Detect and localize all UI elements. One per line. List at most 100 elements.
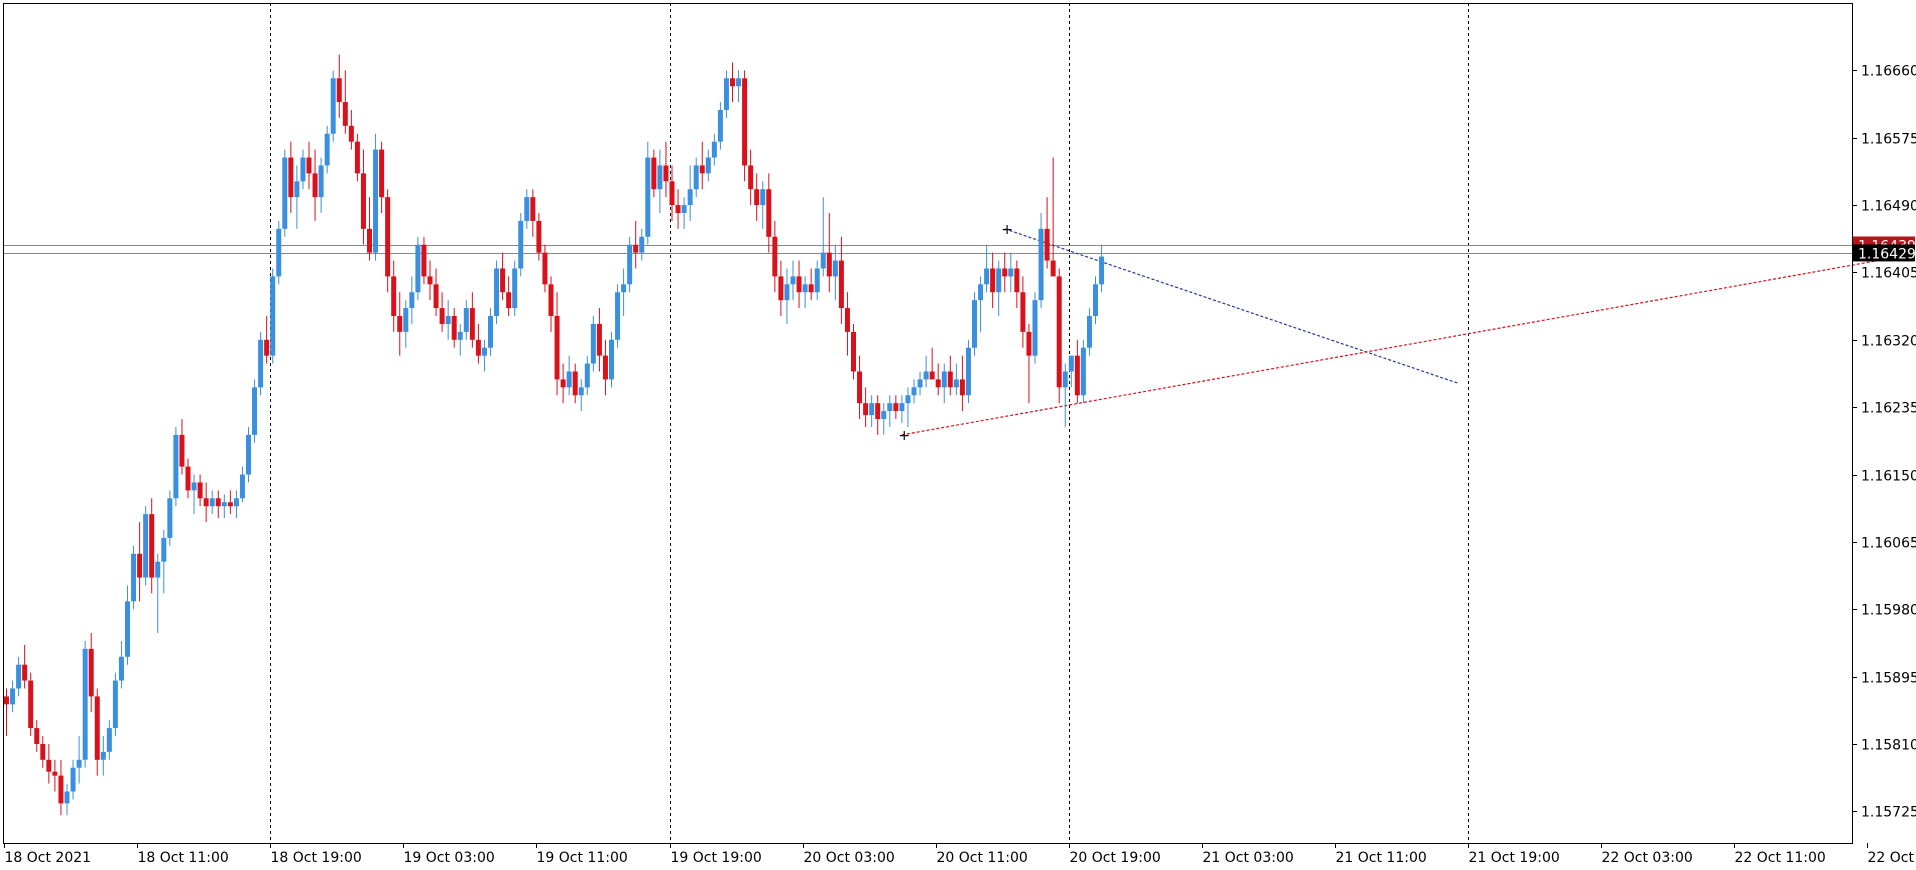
- candle-body: [228, 502, 233, 506]
- candle-body: [58, 776, 63, 804]
- bear-candle: [742, 70, 747, 181]
- candle-body: [252, 387, 257, 435]
- candle-body: [875, 403, 880, 419]
- candle-body: [198, 482, 203, 498]
- candle-body: [1093, 284, 1098, 316]
- candle-body: [373, 150, 378, 253]
- current-price-tag-text: 1.16429: [1858, 246, 1916, 262]
- candle-body: [397, 316, 402, 332]
- bull-candle: [83, 641, 88, 768]
- candle-body: [627, 245, 632, 285]
- candle-body: [428, 276, 433, 284]
- candle-body: [936, 379, 941, 387]
- time-tick-label: 21 Oct 03:00: [1203, 850, 1294, 866]
- candle-body: [772, 237, 777, 277]
- candle-body: [16, 665, 21, 689]
- candle-body: [143, 514, 148, 577]
- candle-body: [706, 158, 711, 174]
- candle-body: [948, 371, 953, 387]
- candle-body: [506, 292, 511, 308]
- bull-candle: [246, 427, 251, 482]
- candle-body: [542, 253, 547, 285]
- candle-body: [954, 379, 959, 387]
- price-tick-label: 1.15895: [1861, 671, 1916, 687]
- candle-body: [524, 197, 529, 221]
- candle-body: [930, 371, 935, 379]
- price-tick-label: 1.16150: [1861, 469, 1916, 485]
- bull-candle: [518, 213, 523, 276]
- candle-body: [300, 158, 305, 182]
- time-tick-label: 19 Oct 03:00: [404, 850, 495, 866]
- candle-body: [905, 395, 910, 403]
- candle-body: [978, 284, 983, 300]
- bull-candle: [173, 427, 178, 506]
- blue-trendline-anchor[interactable]: +: [1001, 222, 1013, 238]
- candle-body: [996, 268, 1001, 292]
- candle-body: [1087, 316, 1092, 348]
- candle-body: [107, 728, 112, 752]
- time-tick-label: 19 Oct 19:00: [671, 850, 762, 866]
- candle-body: [240, 475, 245, 499]
- candle-body: [440, 308, 445, 324]
- candle-body: [179, 435, 184, 467]
- time-tick-label: 22 Oct 03:00: [1602, 850, 1693, 866]
- candle-body: [682, 205, 687, 213]
- candle-body: [1045, 229, 1050, 261]
- bull-candle: [252, 379, 257, 442]
- candle-body: [464, 308, 469, 332]
- candle-body: [361, 173, 366, 228]
- candle-body: [718, 110, 723, 142]
- time-tick-label: 22 Oct 11:00: [1735, 850, 1826, 866]
- candle-body: [270, 276, 275, 355]
- candle-body: [942, 371, 947, 387]
- candle-body: [1063, 371, 1068, 387]
- candle-body: [845, 308, 850, 332]
- candle-body: [851, 332, 856, 372]
- candle-body: [821, 253, 826, 269]
- time-tick-label: 18 Oct 11:00: [138, 850, 229, 866]
- time-tick-label: 20 Oct 19:00: [1070, 850, 1161, 866]
- current-price-tag: 1.16429: [1853, 244, 1916, 262]
- bull-candle: [113, 673, 118, 736]
- candle-body: [797, 276, 802, 292]
- bull-candle: [494, 261, 499, 324]
- candle-body: [760, 189, 765, 205]
- candle-body: [1026, 332, 1031, 356]
- candle-body: [603, 356, 608, 380]
- candle-body: [71, 768, 76, 792]
- candle-body: [34, 728, 39, 744]
- candle-body: [186, 467, 191, 491]
- bull-candle: [609, 332, 614, 387]
- candle-body: [960, 379, 965, 395]
- candle-body: [639, 237, 644, 253]
- bull-candle: [1081, 340, 1086, 403]
- candle-body: [766, 189, 771, 237]
- candle-body: [1051, 261, 1056, 277]
- candle-body: [421, 245, 426, 277]
- candle-body: [337, 78, 342, 102]
- candle-body: [494, 268, 499, 316]
- candle-body: [210, 498, 215, 506]
- bull-candle: [373, 134, 378, 261]
- bear-candle: [1057, 268, 1062, 403]
- candle-body: [555, 316, 560, 379]
- candle-body: [385, 197, 390, 276]
- price-tick-label: 1.15810: [1861, 738, 1916, 754]
- price-tick-label: 1.16660: [1861, 64, 1916, 80]
- red-trendline-anchor[interactable]: +: [898, 428, 910, 444]
- time-tick-label: 18 Oct 19:00: [271, 850, 362, 866]
- bear-candle: [851, 324, 856, 379]
- candle-body: [972, 300, 977, 348]
- candle-body: [415, 245, 420, 293]
- candle-body: [28, 681, 33, 729]
- candle-body: [288, 158, 293, 198]
- candle-body: [482, 348, 487, 356]
- bull-candle: [258, 332, 263, 395]
- candle-body: [966, 348, 971, 396]
- candle-body: [167, 498, 172, 538]
- time-tick-label: 18 Oct 2021: [5, 850, 92, 866]
- candle-body: [869, 403, 874, 415]
- candle-body: [742, 78, 747, 165]
